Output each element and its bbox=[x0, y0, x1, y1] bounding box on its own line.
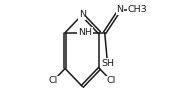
Text: N: N bbox=[79, 10, 86, 19]
Text: SH: SH bbox=[101, 59, 114, 68]
Text: N: N bbox=[116, 5, 123, 14]
Text: Cl: Cl bbox=[49, 76, 58, 85]
Text: Cl: Cl bbox=[107, 76, 116, 85]
Text: NH: NH bbox=[78, 28, 92, 37]
Text: CH3: CH3 bbox=[128, 5, 148, 14]
